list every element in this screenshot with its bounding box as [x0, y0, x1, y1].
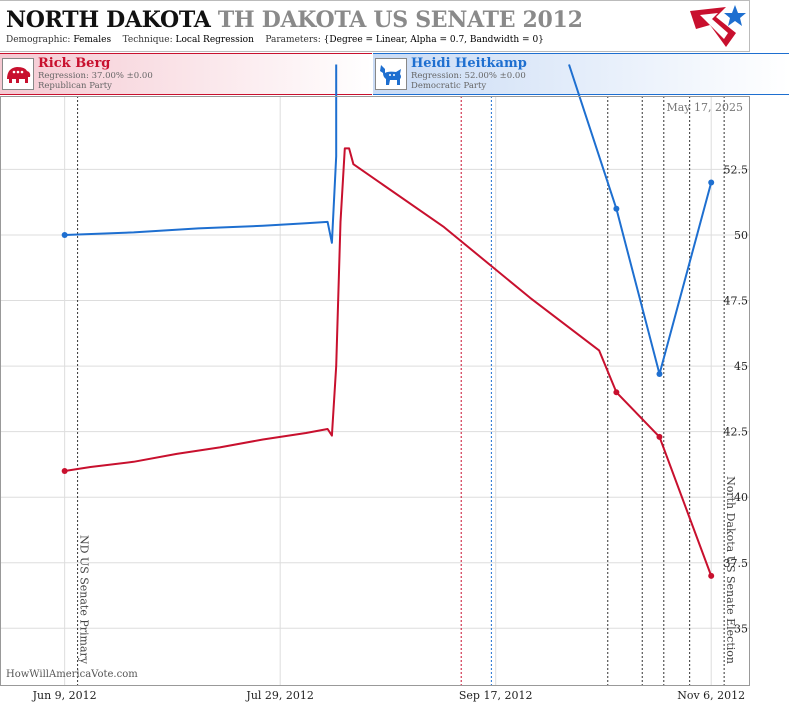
technique-label: Technique:: [122, 35, 173, 45]
data-point: [656, 433, 663, 440]
demographic-label: Demographic:: [6, 35, 71, 45]
x-tick-label: Nov 6, 2012: [677, 689, 745, 702]
parameters-value: {Degree = Linear, Alpha = 0.7, Bandwidth…: [323, 35, 544, 45]
series-line-1-b: [568, 64, 713, 375]
candidate-card-republican: Rick Berg Regression: 37.00% ±0.00 Repub…: [0, 53, 372, 95]
event-label: ND US Senate Primary: [78, 535, 91, 665]
gridlines: [0, 96, 750, 686]
y-tick-label: 45: [734, 360, 748, 373]
x-tick-label: Sep 17, 2012: [459, 689, 533, 702]
tick-labels: 35 37.5 40 42.5 45 47.5 50 52.5 Jun 9, 2012 Jul 2…: [32, 163, 748, 702]
y-tick-label: 35: [734, 622, 748, 635]
demographic-value: Females: [73, 35, 112, 45]
title-state: NORTH DAKOTA: [6, 7, 211, 33]
event-lines: ND US Senate Primary North Dakota US Sena…: [77, 96, 737, 686]
y-tick-label: 47.5: [724, 295, 749, 308]
data-point: [61, 467, 68, 474]
data-point: [656, 370, 663, 377]
candidate-party: Republican Party: [38, 81, 112, 91]
parameters-label: Parameters:: [265, 35, 321, 45]
chart-subtitle: Demographic: Females Technique: Local Re…: [6, 35, 544, 45]
candidate-name: Rick Berg: [38, 56, 111, 71]
data-point: [708, 179, 715, 186]
candidate-party: Democratic Party: [411, 81, 487, 91]
series-line-0: [64, 147, 713, 577]
y-tick-label: 40: [734, 491, 748, 504]
data-point: [708, 572, 715, 579]
date-stamp: May 17, 2025: [666, 101, 743, 114]
y-tick-label: 37.5: [724, 557, 749, 570]
plot-frame: [0, 96, 750, 686]
data-point: [61, 231, 68, 238]
series-line-1: [64, 64, 338, 244]
technique-value: Local Regression: [175, 35, 254, 45]
chart-header: NORTH DAKOTA TH DAKOTA US SENATE 2012 De…: [0, 0, 750, 52]
y-tick-label: 42.5: [724, 426, 749, 439]
elephant-icon: [2, 58, 34, 90]
donkey-icon: [375, 58, 407, 90]
watermark[interactable]: HowWillAmericaVote.com: [6, 669, 138, 680]
y-tick-label: 52.5: [724, 163, 749, 176]
candidate-regression: Regression: 52.00% ±0.00: [411, 71, 526, 81]
x-tick-label: Jul 29, 2012: [245, 689, 314, 702]
title-race: TH DAKOTA US SENATE 2012: [217, 7, 583, 33]
x-tick-label: Jun 9, 2012: [32, 689, 97, 702]
series-layer: [61, 64, 715, 579]
candidate-regression: Regression: 37.00% ±0.00: [38, 71, 153, 81]
site-logo-icon[interactable]: [686, 3, 748, 49]
y-tick-label: 50: [734, 229, 748, 242]
candidate-name: Heidi Heitkamp: [411, 56, 527, 71]
candidate-card-democrat: Heidi Heitkamp Regression: 52.00% ±0.00 …: [373, 53, 789, 95]
data-point: [613, 205, 620, 212]
event-label: North Dakota US Senate Election: [724, 476, 737, 664]
chart-title: NORTH DAKOTA TH DAKOTA US SENATE 2012: [6, 7, 583, 33]
data-point: [613, 389, 620, 396]
